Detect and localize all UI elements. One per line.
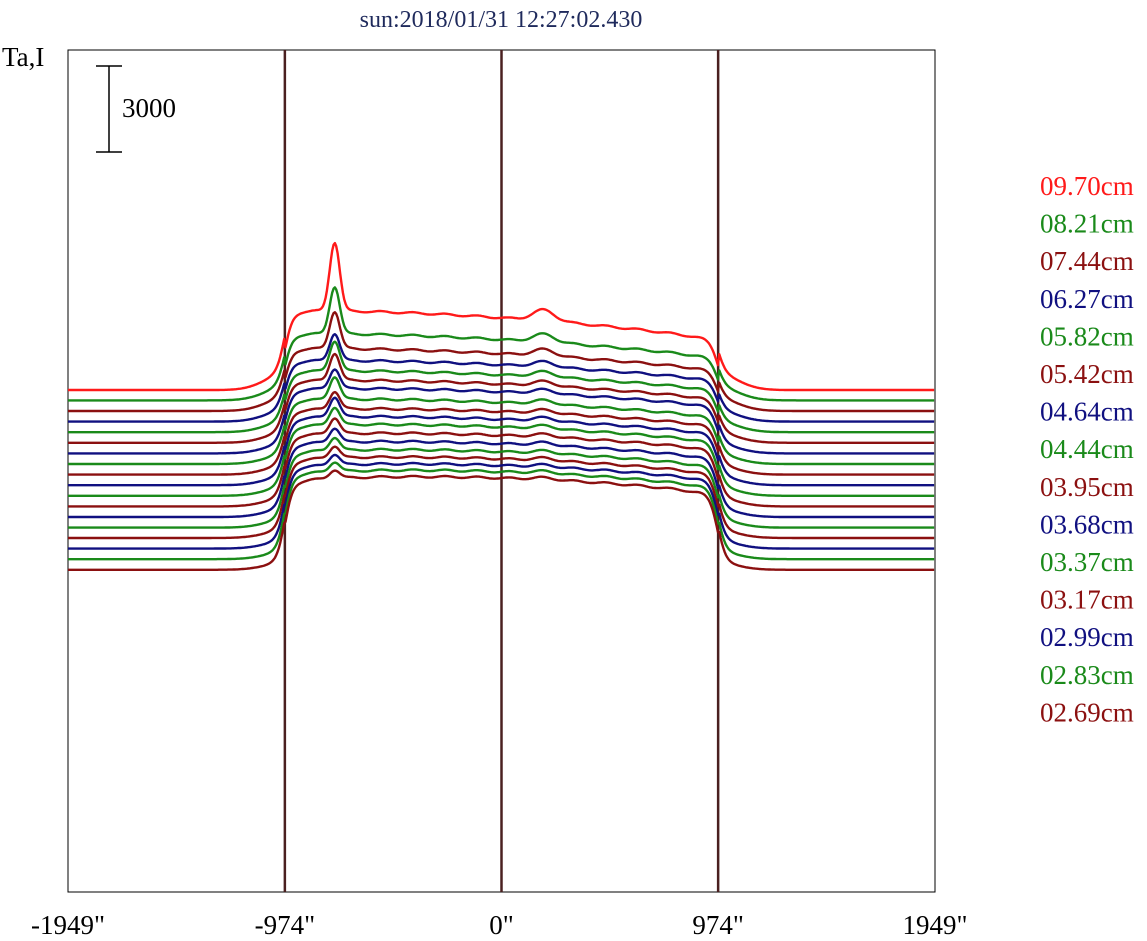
series-line-6 (68, 368, 935, 455)
series-line-14 (68, 445, 935, 540)
legend-entry: 07.44cm (1040, 246, 1134, 276)
chart-title: sun:2018/01/31 12:27:02.430 (360, 7, 643, 33)
legend-entry: 04.44cm (1040, 434, 1134, 464)
series-line-0 (68, 241, 935, 392)
legend: 09.70cm 08.21cm 07.44cm 06.27cm 05.82cm 05.42… (1040, 171, 1134, 727)
legend-entry: 09.70cm (1040, 171, 1134, 201)
series-line-1 (68, 286, 935, 402)
legend-entry: 03.37cm (1040, 547, 1134, 577)
x-tick-label: 0" (489, 910, 514, 940)
series-line-16 (68, 461, 935, 561)
x-tick-label: 1949" (902, 910, 967, 940)
legend-entry: 06.27cm (1040, 284, 1134, 314)
series-line-13 (68, 436, 935, 529)
x-tick-label: -974" (255, 910, 316, 940)
legend-entry: 03.17cm (1040, 585, 1134, 615)
legend-entry: 04.64cm (1040, 397, 1134, 427)
scale-bar: 3000 (96, 65, 176, 153)
legend-entry: 03.95cm (1040, 472, 1134, 502)
series-line-5 (68, 352, 935, 444)
series-line-3 (68, 333, 935, 423)
series-line-7 (68, 376, 935, 466)
series-line-9 (68, 396, 935, 487)
series-group (68, 241, 935, 571)
scale-bar-label: 3000 (122, 93, 176, 123)
x-tick-label: -1949" (31, 910, 105, 940)
series-line-15 (68, 453, 935, 550)
series-line-11 (68, 417, 935, 508)
series-line-10 (68, 406, 935, 497)
legend-entry: 05.42cm (1040, 359, 1134, 389)
legend-entry: 02.69cm (1040, 697, 1134, 727)
x-tick-label: 974" (692, 910, 744, 940)
series-line-17 (68, 469, 935, 571)
series-line-4 (68, 340, 935, 434)
legend-entry: 02.99cm (1040, 622, 1134, 652)
legend-entry: 02.83cm (1040, 660, 1134, 690)
y-axis-label: Ta,I (2, 42, 44, 72)
legend-entry: 08.21cm (1040, 209, 1134, 239)
legend-entry: 03.68cm (1040, 509, 1134, 539)
legend-entry: 05.82cm (1040, 321, 1134, 351)
x-tick-labels: -1949" -974" 0" 974" 1949" (31, 910, 968, 940)
series-line-2 (68, 311, 935, 413)
series-line-12 (68, 427, 935, 519)
series-line-8 (68, 390, 935, 476)
